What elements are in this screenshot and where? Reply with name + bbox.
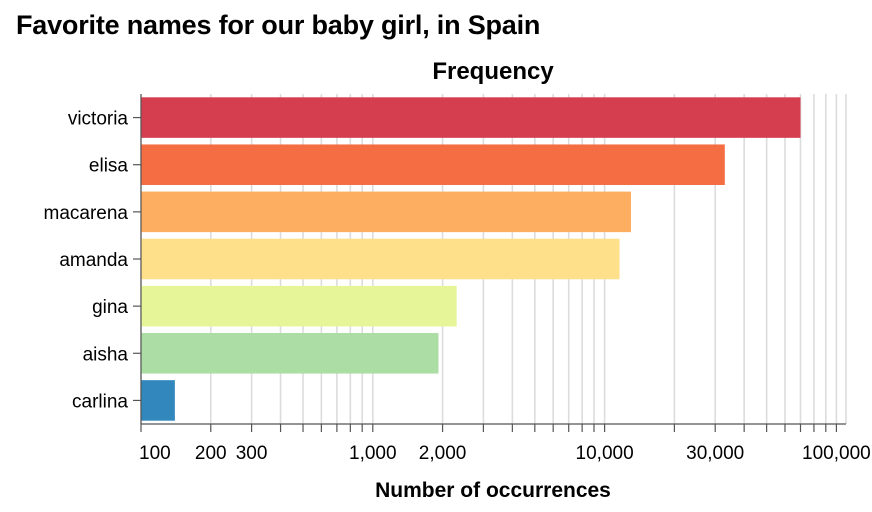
x-tick-label: 10,000 — [576, 443, 634, 464]
x-tick-label: 200 — [195, 443, 227, 464]
bar-aisha — [141, 333, 439, 374]
bar-carlina — [141, 380, 175, 421]
x-tick-label: 30,000 — [686, 443, 744, 464]
x-tick-label: 300 — [236, 443, 268, 464]
y-axis: victoria elisa macarena amanda gina aisha carl… — [44, 94, 142, 424]
x-tick-label: 2,000 — [419, 443, 467, 464]
y-tick-label: elisa — [89, 156, 129, 177]
chart-subtitle: Frequency — [432, 58, 554, 85]
x-axis-title: Number of occurrences — [375, 479, 611, 502]
y-tick-label: macarena — [44, 203, 129, 224]
y-tick-label: amanda — [59, 250, 128, 271]
chart-title: Favorite names for our baby girl, in Spa… — [16, 10, 541, 40]
x-axis: 100 200 300 1,000 2,000 10,000 30,000 100,000 — [139, 423, 871, 464]
bar-amanda — [141, 238, 620, 280]
y-tick-label: aisha — [83, 344, 129, 365]
bar-victoria — [141, 97, 801, 138]
y-tick-label: gina — [92, 297, 128, 318]
bar-macarena — [141, 191, 632, 233]
y-tick-label: carlina — [72, 391, 128, 412]
bars — [141, 97, 801, 421]
x-tick-label: 100,000 — [802, 443, 871, 464]
x-tick-label: 1,000 — [349, 443, 397, 464]
y-tick-label: victoria — [68, 109, 129, 130]
x-tick-label: 100 — [139, 443, 171, 464]
bar-gina — [141, 285, 457, 327]
bar-elisa — [141, 144, 725, 185]
